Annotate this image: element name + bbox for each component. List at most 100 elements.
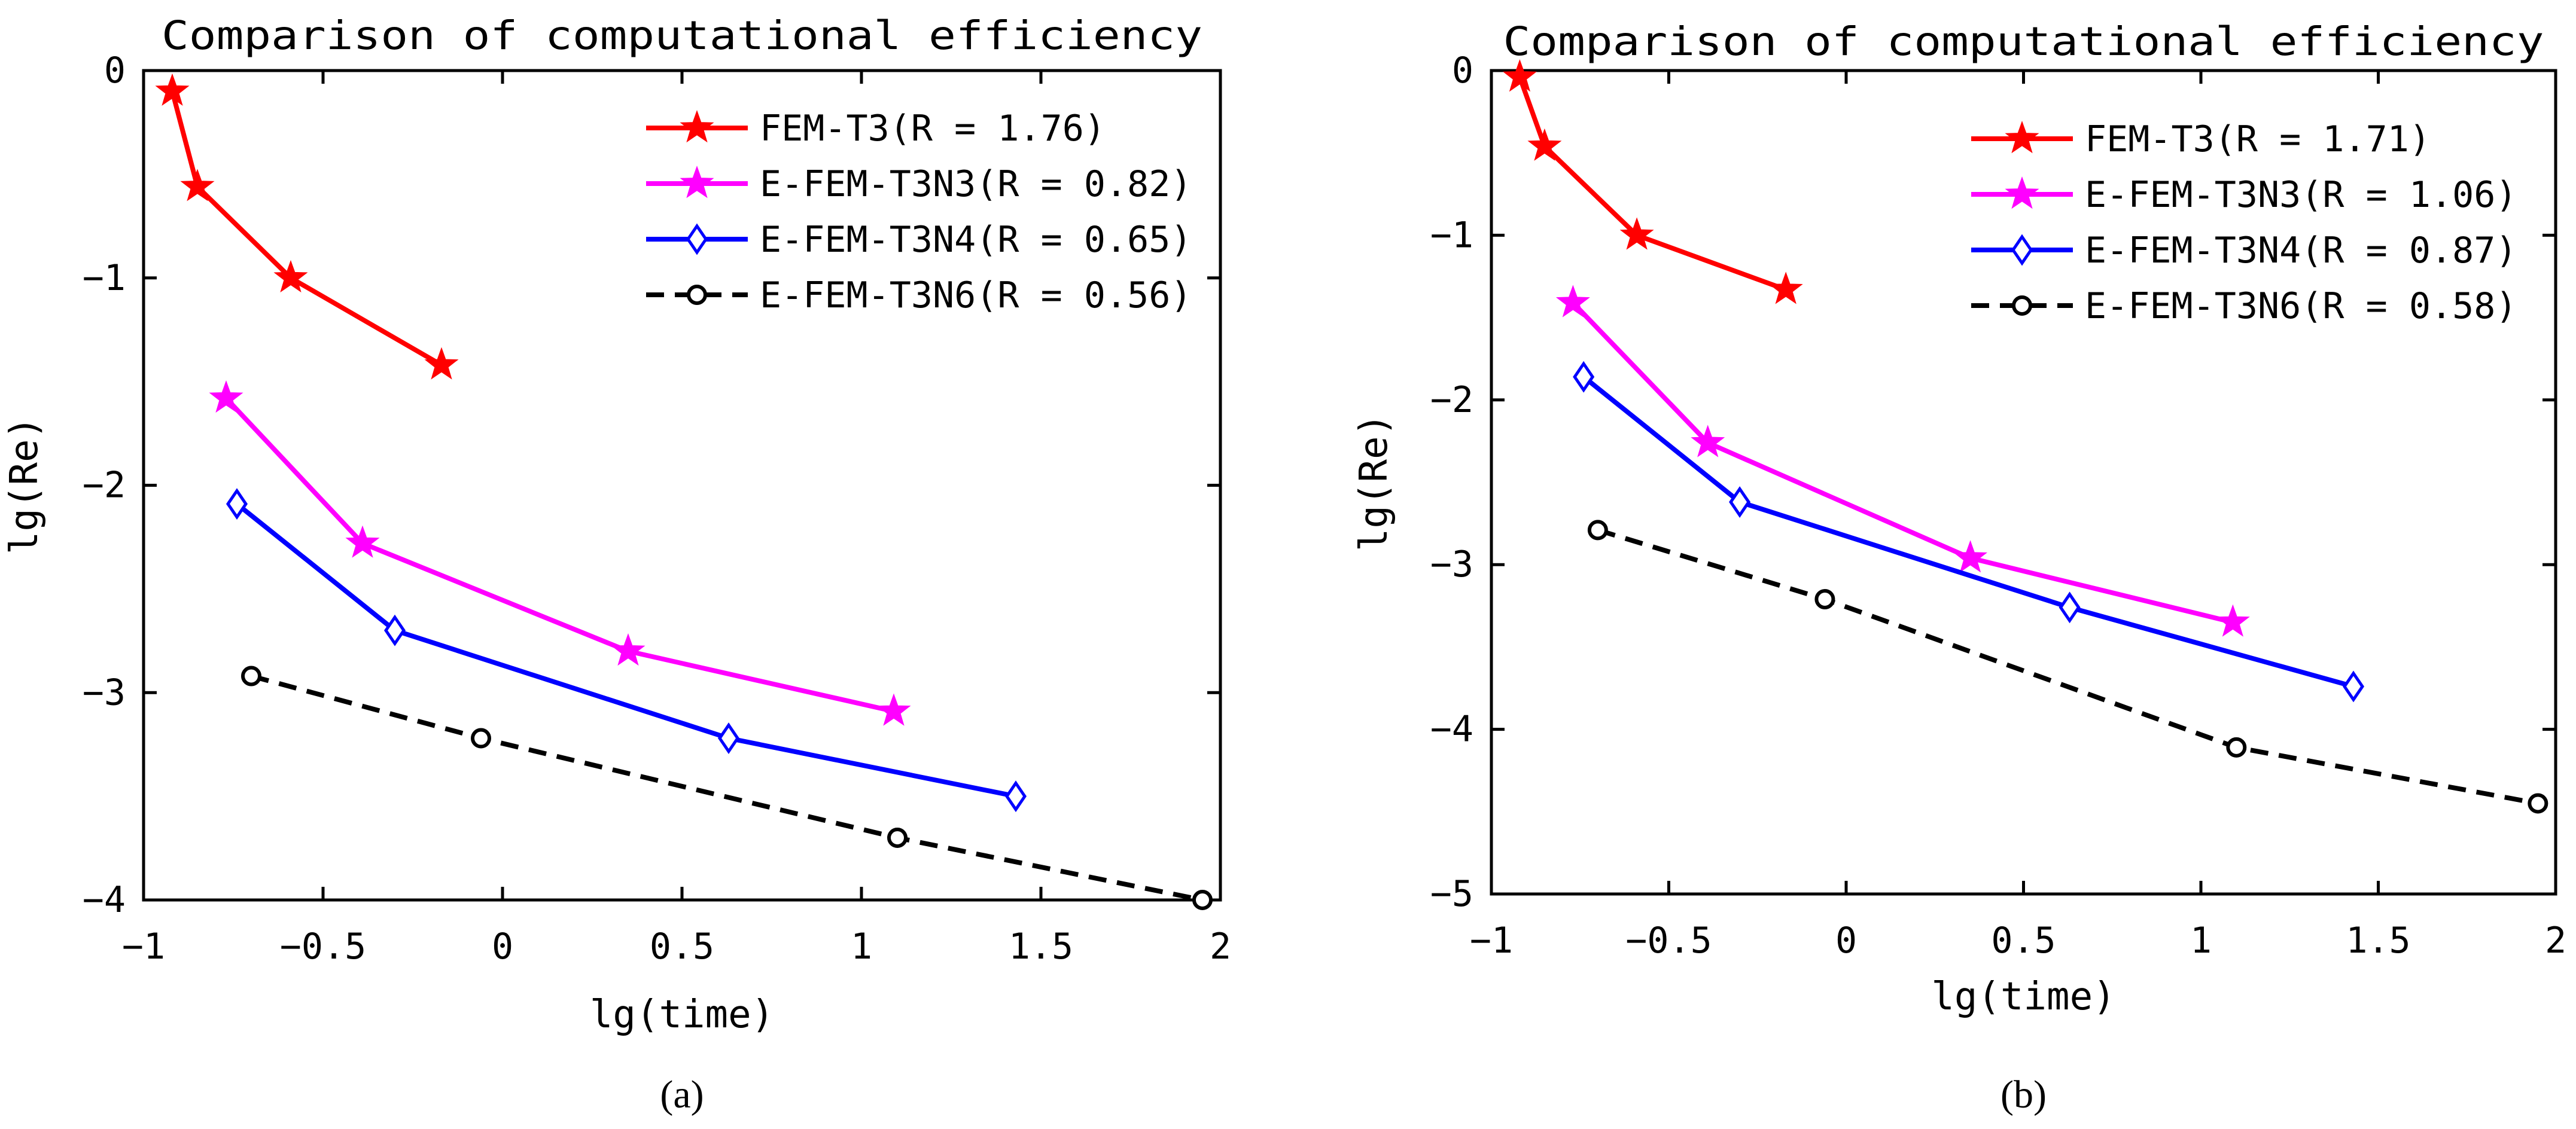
data-point-marker xyxy=(226,488,248,520)
data-point-marker xyxy=(424,347,459,380)
data-point-marker xyxy=(887,827,908,848)
chart-panel-b: −1 −0.5 0 0.5 1 1.5 2 −5 −4 −3 −2 −1 0 Comparison of … xyxy=(1352,19,2566,1116)
y-tick-label: −3 xyxy=(83,672,126,713)
chart-title: Comparison of computational efficiency xyxy=(162,13,1202,59)
legend-entry: FEM-T3(R = 1.71) xyxy=(2085,118,2431,160)
data-point-marker xyxy=(1527,128,1562,161)
legend-marker xyxy=(680,110,714,143)
series-line xyxy=(170,90,443,367)
data-point-marker xyxy=(1953,540,1988,573)
y-tick-label: −5 xyxy=(1430,873,1473,915)
data-point-marker xyxy=(345,525,380,558)
x-tick-label: −1 xyxy=(122,926,165,968)
data-point-marker xyxy=(180,169,215,202)
series-line xyxy=(1597,527,2539,806)
y-tick-label: −3 xyxy=(1430,544,1473,585)
y-axis-label: lg(Re) xyxy=(2,416,47,554)
data-point-marker xyxy=(1768,271,1803,304)
panel-label: (b) xyxy=(2000,1073,2047,1116)
data-point-marker xyxy=(273,260,308,292)
x-tick-label: 1 xyxy=(851,926,872,968)
chart-title: Comparison of computational efficiency xyxy=(1503,19,2544,65)
series-line xyxy=(224,396,894,714)
series-line xyxy=(1517,76,1787,292)
x-tick-label: 1.5 xyxy=(1009,926,1073,968)
legend-entry: E-FEM-T3N4(R = 0.87) xyxy=(2085,230,2517,271)
data-point-marker xyxy=(471,728,491,749)
legend-marker xyxy=(2005,176,2039,209)
data-point-marker xyxy=(2342,670,2365,703)
x-tick-label: 2 xyxy=(1210,926,1231,968)
legend-marker xyxy=(680,166,714,199)
x-tick-label: −0.5 xyxy=(280,926,367,968)
data-point-marker xyxy=(1619,217,1654,250)
x-axis-label: lg(time) xyxy=(590,993,774,1037)
legend-marker xyxy=(687,285,707,305)
x-tick-label: 1 xyxy=(2190,920,2212,962)
data-point-marker xyxy=(1004,780,1027,813)
legend-entry: E-FEM-T3N3(R = 1.06) xyxy=(2085,174,2517,216)
data-point-marker xyxy=(1729,486,1751,518)
data-point-marker xyxy=(876,693,911,726)
legend-entry: E-FEM-T3N4(R = 0.65) xyxy=(760,219,1192,261)
x-tick-label: 0.5 xyxy=(1991,920,2056,962)
series-e-fem-t3n6 xyxy=(241,666,1213,910)
chart-panel-a: −1 −0.5 0 0.5 1 1.5 2 −4 −3 −2 −1 0 Comparison of co… xyxy=(2,13,1231,1116)
series-e-fem-t3n6 xyxy=(1587,520,2548,814)
x-tick-label: 0 xyxy=(492,926,513,968)
y-tick-label: −2 xyxy=(83,465,126,506)
y-tick-label: −4 xyxy=(83,879,126,921)
legend-marker xyxy=(2012,295,2032,316)
x-tick-label: 0 xyxy=(1835,920,1857,962)
x-axis-label: lg(time) xyxy=(1931,975,2115,1019)
legend-marker xyxy=(2011,234,2033,266)
y-tick-label: −1 xyxy=(1430,214,1473,256)
data-point-marker xyxy=(1587,520,1608,541)
data-point-marker xyxy=(383,614,406,646)
legend-entry: E-FEM-T3N6(R = 0.56) xyxy=(760,274,1192,316)
y-tick-label: −2 xyxy=(1430,379,1473,421)
data-point-marker xyxy=(2528,793,2548,814)
x-tick-label: −1 xyxy=(1470,920,1513,962)
x-tick-label: 1.5 xyxy=(2346,920,2410,962)
data-point-marker xyxy=(1814,589,1835,610)
x-tick-label: 0.5 xyxy=(650,926,714,968)
series-e-fem-t3n3 xyxy=(1555,285,2250,637)
x-tick-label: 2 xyxy=(2545,920,2566,962)
data-point-marker xyxy=(1555,285,1590,318)
data-point-marker xyxy=(241,666,261,686)
x-tick-label: −0.5 xyxy=(1625,920,1712,962)
y-tick-label: 0 xyxy=(104,50,126,91)
legend-marker xyxy=(2005,121,2039,154)
data-point-marker xyxy=(2226,737,2247,758)
panel-label: (a) xyxy=(660,1073,704,1116)
data-point-marker xyxy=(1502,59,1537,92)
series-line xyxy=(235,502,1016,799)
legend: FEM-T3(R = 1.71) E-FEM-T3N3(R = 1.06) E-FE… xyxy=(1971,118,2517,327)
legend-entry: E-FEM-T3N6(R = 0.58) xyxy=(2085,285,2517,327)
data-point-marker xyxy=(155,73,190,106)
y-tick-label: 0 xyxy=(1452,50,1473,91)
series-line xyxy=(1582,375,2355,689)
series-line xyxy=(250,673,1203,902)
series-e-fem-t3n3 xyxy=(209,380,911,726)
data-point-marker xyxy=(2059,591,2081,624)
series-fem-t3 xyxy=(155,73,459,380)
y-tick-label: −1 xyxy=(83,257,126,299)
data-point-marker xyxy=(1573,361,1595,393)
data-point-marker xyxy=(209,380,243,413)
legend-entry: E-FEM-T3N3(R = 0.82) xyxy=(760,163,1192,205)
data-point-marker xyxy=(1691,425,1725,457)
legend-entry: FEM-T3(R = 1.76) xyxy=(760,108,1106,149)
series-fem-t3 xyxy=(1502,59,1803,304)
series-e-fem-t3n4 xyxy=(226,488,1027,813)
legend-marker xyxy=(686,223,708,255)
data-point-marker xyxy=(717,722,740,754)
legend: FEM-T3(R = 1.76) E-FEM-T3N3(R = 0.82) E-FE… xyxy=(646,108,1192,316)
series-line xyxy=(1571,301,2234,625)
y-axis-label: lg(Re) xyxy=(1352,413,1396,551)
y-tick-label: −4 xyxy=(1430,709,1473,750)
data-point-marker xyxy=(611,633,645,666)
data-point-marker xyxy=(1192,890,1213,910)
